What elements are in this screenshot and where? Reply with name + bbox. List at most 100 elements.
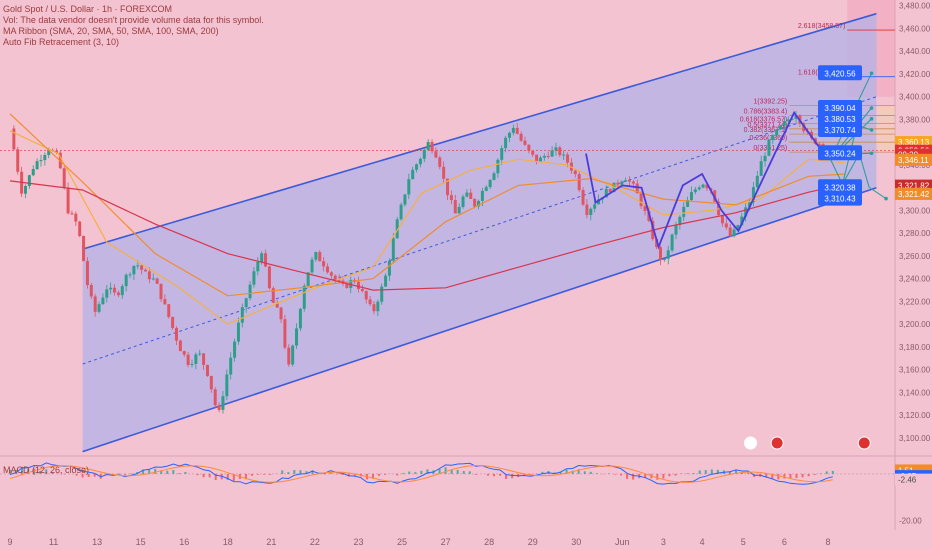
candle-body <box>314 252 318 260</box>
candle-body <box>720 215 724 224</box>
candle-body <box>682 206 686 217</box>
candle-body <box>507 132 511 138</box>
candle-body <box>817 143 821 145</box>
candle-body <box>670 234 674 251</box>
time-axis-tick: 13 <box>92 537 102 547</box>
candle-body <box>93 296 97 312</box>
candle-body <box>395 219 399 239</box>
candle-body <box>105 289 109 298</box>
candle-body <box>581 190 585 205</box>
time-axis-tick: 9 <box>7 537 12 547</box>
projection-path <box>858 153 887 200</box>
macd-histogram-bar <box>741 472 744 474</box>
candle-body <box>658 247 662 260</box>
ma-ribbon-label[interactable]: MA Ribbon (SMA, 20, SMA, 50, SMA, 100, S… <box>3 26 219 36</box>
macd-histogram-bar <box>420 470 423 474</box>
macd-histogram-bar <box>777 473 780 480</box>
candle-body <box>318 252 322 262</box>
channel-fill <box>82 13 877 452</box>
macd-histogram-bar <box>202 473 205 478</box>
candle-body <box>306 272 310 286</box>
macd-signal-line <box>9 464 833 483</box>
macd-histogram-bar <box>251 473 253 476</box>
macd-histogram-bar <box>825 471 828 474</box>
channel-mid-line <box>82 96 877 365</box>
price-axis-tick: 3,180.00 <box>899 343 931 352</box>
candle-body <box>298 308 302 329</box>
candle-body <box>732 229 736 237</box>
volume-note: Vol: The data vendor doesn't provide vol… <box>3 15 264 25</box>
macd-line <box>9 462 833 485</box>
macd-histogram-bar <box>468 471 471 474</box>
candle-body <box>473 198 477 207</box>
time-axis-tick: 30 <box>571 537 581 547</box>
candle-body <box>767 140 771 156</box>
candle-body <box>442 166 446 179</box>
macd-histogram-bar <box>626 473 629 479</box>
price-badge-text: 3,321.82 <box>898 182 930 191</box>
time-axis-tick: Jun <box>615 537 630 547</box>
candle-body <box>54 150 58 153</box>
candle-body <box>686 200 690 207</box>
candle-body <box>194 354 198 364</box>
macd-legend[interactable]: MACD (12, 26, close) <box>3 465 90 475</box>
price-axis-tick: 3,120.00 <box>899 411 931 420</box>
macd-histogram-bar <box>15 469 18 474</box>
candle-body <box>554 147 558 151</box>
candle-body <box>457 206 461 214</box>
macd-histogram-bar <box>33 468 36 474</box>
macd-histogram-bar <box>293 470 296 474</box>
time-axis-tick: 18 <box>223 537 233 547</box>
candle-body <box>356 281 360 289</box>
fib-label[interactable]: Auto Fib Retracement (3, 10) <box>3 37 120 47</box>
macd-histogram-bar <box>456 469 459 474</box>
candle-body <box>159 283 163 300</box>
price-axis-tick: 3,400.00 <box>899 93 931 102</box>
macd-histogram-bar <box>801 473 804 478</box>
candle-body <box>35 161 39 170</box>
time-axis-tick: 11 <box>49 537 58 547</box>
macd-histogram-bar <box>607 473 610 474</box>
candle-body <box>124 274 128 287</box>
candle-body <box>186 354 190 365</box>
candle-body <box>755 175 759 188</box>
candle-body <box>225 374 229 397</box>
candle-body <box>531 150 535 155</box>
price-badge <box>895 187 932 200</box>
macd-histogram-bar <box>414 472 417 474</box>
candle-body <box>174 327 178 341</box>
candle-body <box>469 192 473 199</box>
candle-body <box>775 129 779 136</box>
candle-body <box>624 180 628 182</box>
candle-body <box>62 168 66 188</box>
candle-body <box>16 149 20 172</box>
price-axis-tick: 3,220.00 <box>899 297 931 306</box>
macd-histogram-bar <box>178 473 181 474</box>
price-axis-tick: 3,300.00 <box>899 206 931 215</box>
candle-body <box>573 170 577 175</box>
candle-body <box>380 286 384 302</box>
candle-body <box>446 178 450 196</box>
macd-histogram-bar <box>148 469 151 474</box>
candle-body <box>523 140 527 145</box>
macd-histogram-bar <box>831 470 834 474</box>
macd-histogram-bar <box>644 473 647 478</box>
candle-body <box>511 127 515 133</box>
macd-histogram-bar <box>698 470 701 474</box>
symbol-title[interactable]: Gold Spot / U.S. Dollar · 1h · FOREXCOM <box>3 4 173 14</box>
candle-body <box>190 363 194 365</box>
macd-histogram-bar <box>402 472 405 474</box>
macd-histogram-bar <box>462 471 465 474</box>
candle-body <box>597 199 601 205</box>
candle-body <box>399 204 403 220</box>
price-axis-tick: 3,140.00 <box>899 388 931 397</box>
macd-histogram-bar <box>807 473 810 477</box>
moving-average-sma-50 <box>9 113 845 297</box>
candle-body <box>449 195 453 201</box>
macd-histogram-bar <box>329 472 332 474</box>
projection-badge-text: 3,390.04 <box>824 104 856 113</box>
candle-body <box>620 181 624 185</box>
candle-body <box>411 169 415 180</box>
candle-body <box>244 298 248 308</box>
